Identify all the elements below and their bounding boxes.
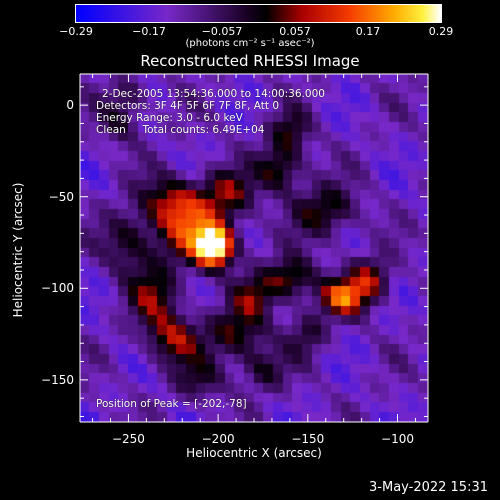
colorbar <box>75 4 442 23</box>
x-axis-label: Heliocentric X (arcsec) <box>186 446 322 460</box>
detectors-text: Detectors: 3F 4F 5F 6F 7F 8F, Att 0 <box>96 100 280 112</box>
energy-range-text: Energy Range: 3.0 - 6.0 keV <box>96 112 243 124</box>
chart-title: Reconstructed RHESSI Image <box>140 52 360 70</box>
colorbar-tick-label: 0.17 <box>355 25 381 38</box>
footer-date: 3-May-2022 15:31 <box>369 480 488 495</box>
method-counts-text: Clean Total counts: 6.49E+04 <box>96 124 265 136</box>
x-tick-label: −150 <box>291 432 325 446</box>
y-tick-label: −100 <box>41 281 74 296</box>
y-tick-label: −150 <box>41 372 74 387</box>
heatmap-image <box>80 74 428 422</box>
colorbar-tick-label: −0.29 <box>59 25 93 38</box>
colorbar-tick-label: 0.057 <box>279 25 311 38</box>
colorbar-tick-label: −0.057 <box>201 25 243 38</box>
colorbar-tick-label: 0.29 <box>428 25 454 38</box>
x-tick-label: −250 <box>111 432 145 446</box>
time-range-text: 2-Dec-2005 13:54:36.000 to 14:00:36.000 <box>102 88 325 100</box>
x-tick-label: −200 <box>201 432 235 446</box>
y-axis-label: Heliocentric Y (arcsec) <box>11 182 25 318</box>
colorbar-tick-label: −0.17 <box>132 25 166 38</box>
peak-position-text: Position of Peak = [-202,-78] <box>96 398 247 410</box>
y-tick-label: −50 <box>48 189 74 204</box>
y-tick-label: 0 <box>66 98 74 113</box>
colorbar-unit-label: (photons cm⁻² s⁻¹ asec⁻²) <box>185 38 315 49</box>
x-tick-label: −100 <box>381 432 414 446</box>
